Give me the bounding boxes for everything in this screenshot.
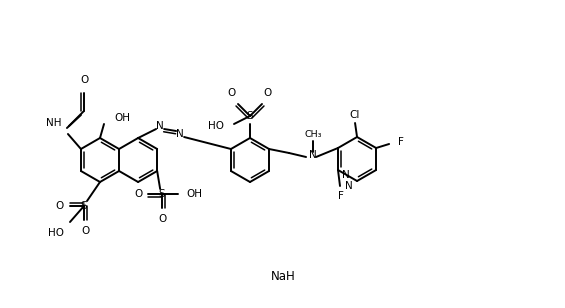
Text: CH₃: CH₃ — [305, 129, 322, 139]
Text: S: S — [159, 189, 166, 199]
Text: N: N — [176, 129, 184, 139]
Text: HO: HO — [208, 121, 224, 131]
Text: O: O — [264, 88, 272, 98]
Text: S: S — [247, 111, 253, 121]
Text: NH: NH — [46, 118, 62, 128]
Text: Cl: Cl — [350, 110, 360, 120]
Text: F: F — [338, 191, 344, 201]
Text: O: O — [158, 214, 166, 224]
Text: OH: OH — [186, 189, 202, 199]
Text: N: N — [345, 181, 353, 191]
Text: N: N — [342, 170, 350, 180]
Text: O: O — [81, 226, 89, 236]
Text: NaH: NaH — [271, 270, 295, 282]
Text: S: S — [81, 201, 88, 211]
Text: O: O — [228, 88, 236, 98]
Text: HO: HO — [48, 228, 64, 238]
Text: N: N — [309, 150, 317, 160]
Text: O: O — [134, 189, 142, 199]
Text: F: F — [398, 137, 404, 147]
Text: OH: OH — [114, 113, 130, 123]
Text: O: O — [81, 75, 89, 85]
Text: O: O — [56, 201, 64, 211]
Text: N: N — [157, 121, 164, 131]
